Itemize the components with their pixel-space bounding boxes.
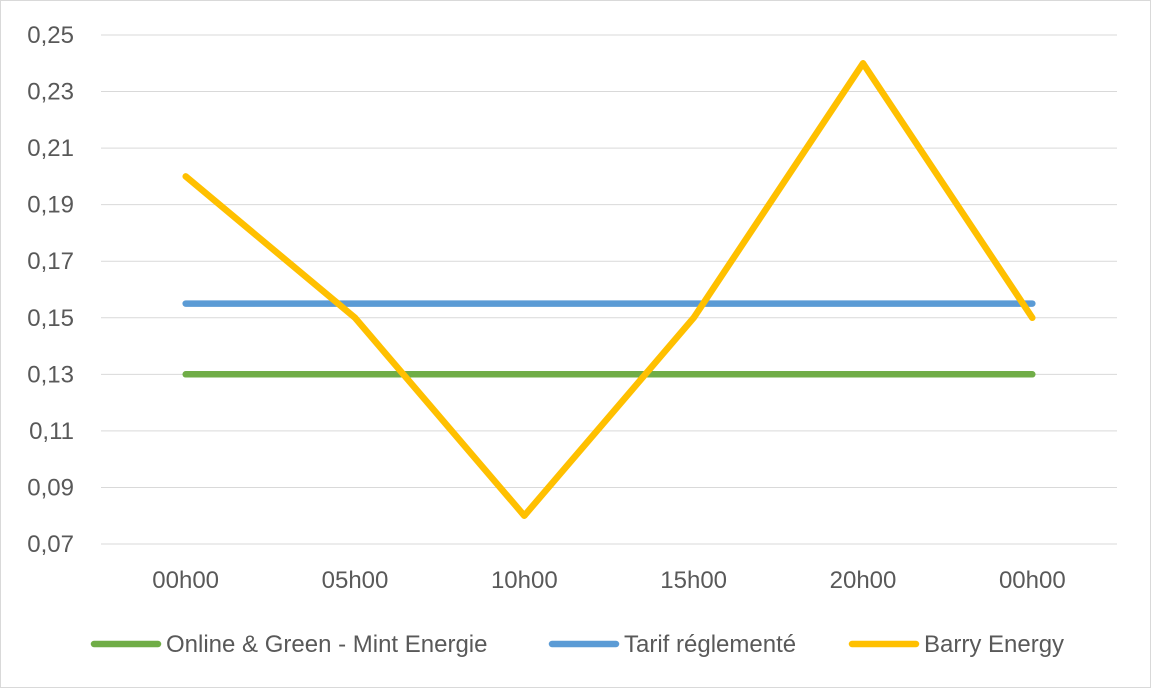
y-tick-label: 0,13 [27,361,74,388]
y-tick-label: 0,15 [27,305,74,332]
y-tick-label: 0,09 [27,474,74,501]
x-tick-label: 05h00 [322,567,389,594]
series-line-2 [182,60,1036,519]
legend-label-0: Online & Green - Mint Energie [166,631,487,658]
x-tick-label: 10h00 [491,567,558,594]
x-tick-label: 00h00 [999,567,1066,594]
x-tick-label: 15h00 [660,567,727,594]
x-axis-ticks: 00h00 05h00 10h00 15h00 20h00 00h00 [152,567,1065,594]
y-tick-label: 0,07 [27,531,74,558]
y-tick-label: 0,21 [27,135,74,162]
gridlines [101,34,1117,545]
y-axis-ticks: 0,07 0,09 0,11 0,13 0,15 0,17 0,19 0,21 0,23 0,25 [27,22,74,558]
legend-label-2: Barry Energy [924,631,1064,658]
y-tick-label: 0,19 [27,192,74,219]
legend: Online & Green - Mint Energie Tarif régle… [90,631,1064,658]
y-tick-label: 0,25 [27,22,74,49]
y-tick-label: 0,17 [27,248,74,275]
y-tick-label: 0,11 [29,418,74,445]
y-tick-label: 0,23 [27,79,74,106]
x-tick-label: 20h00 [830,567,897,594]
legend-label-1: Tarif réglementé [624,631,796,658]
series-lines [182,60,1036,519]
x-tick-label: 00h00 [152,567,219,594]
